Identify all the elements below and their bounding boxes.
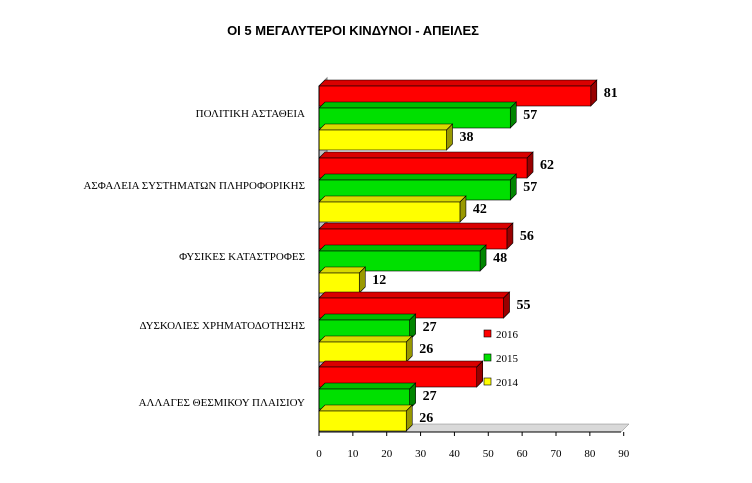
x-axis: 0 10 20 30 40 50 60 70 80 90 bbox=[316, 86, 630, 460]
x-tick-label: 30 bbox=[415, 448, 427, 460]
data-label-2015-2: 57 bbox=[523, 180, 537, 195]
legend-item-2014: 2014 bbox=[483, 377, 519, 389]
bar-2015-3 bbox=[318, 244, 487, 272]
bar-2015-2 bbox=[318, 173, 517, 201]
legend-label: 2015 bbox=[496, 353, 519, 365]
x-tick-label: 0 bbox=[316, 448, 322, 460]
legend-item-2015: 2015 bbox=[483, 353, 519, 365]
x-tick-label: 50 bbox=[483, 448, 495, 460]
category-label: ΠΟΛΙΤΙΚΗ ΑΣΤΑΘΕΙΑ bbox=[196, 108, 305, 120]
data-label-2014-4: 26 bbox=[419, 342, 433, 357]
legend-swatch bbox=[483, 377, 492, 386]
category-labels: ΠΟΛΙΤΙΚΗ ΑΣΤΑΘΕΙΑ ΑΣΦΑΛΕΙΑ ΣΥΣΤΗΜΑΤΩΝ ΠΛΗ… bbox=[83, 108, 305, 409]
legend-label: 2014 bbox=[496, 377, 519, 389]
bar-2014-5 bbox=[318, 404, 413, 432]
category-label: ΔΥΣΚΟΛΙΕΣ ΧΡΗΜΑΤΟΔΟΤΗΣΗΣ bbox=[140, 320, 305, 332]
data-label-2015-5: 27 bbox=[423, 389, 437, 404]
x-tick-label: 20 bbox=[381, 448, 393, 460]
x-tick-label: 90 bbox=[618, 448, 630, 460]
category-label: ΑΛΛΑΓΕΣ ΘΕΣΜΙΚΟΥ ΠΛΑΙΣΙΟΥ bbox=[139, 397, 305, 409]
data-label-2014-3: 12 bbox=[372, 273, 386, 288]
bar-2016-5 bbox=[318, 360, 484, 388]
category-label: ΦΥΣΙΚΕΣ ΚΑΤΑΣΤΡΟΦΕΣ bbox=[179, 251, 305, 263]
data-label-2015-1: 57 bbox=[523, 108, 537, 123]
legend-label: 2016 bbox=[496, 329, 519, 341]
legend: 2016 2015 2014 bbox=[483, 329, 519, 389]
data-label-2015-3: 48 bbox=[493, 251, 507, 266]
chart-title: ΟΙ 5 ΜΕΓΑΛΥΤΕΡΟΙ ΚΙΝΔΥΝΟΙ - ΑΠΕΙΛΕΣ bbox=[227, 23, 479, 38]
bar-2014-4 bbox=[318, 335, 413, 363]
data-label-2014-2: 42 bbox=[473, 202, 487, 217]
data-label-2016-3: 56 bbox=[520, 229, 534, 244]
data-label-2014-1: 38 bbox=[460, 130, 474, 145]
x-tick-label: 70 bbox=[550, 448, 562, 460]
bar-2014-1 bbox=[318, 123, 454, 151]
category-label: ΑΣΦΑΛΕΙΑ ΣΥΣΤΗΜΑΤΩΝ ΠΛΗΡΟΦΟΡΙΚΗΣ bbox=[83, 180, 305, 192]
data-label-2015-4: 27 bbox=[423, 320, 437, 335]
legend-swatch bbox=[483, 353, 492, 362]
data-label-2016-2: 62 bbox=[540, 158, 554, 173]
legend-item-2016: 2016 bbox=[483, 329, 519, 341]
data-label-2014-5: 26 bbox=[419, 411, 433, 426]
x-tick-label: 60 bbox=[517, 448, 529, 460]
x-tick-label: 40 bbox=[449, 448, 461, 460]
data-label-2016-4: 55 bbox=[517, 298, 531, 313]
legend-swatch bbox=[483, 329, 492, 338]
x-tick-label: 80 bbox=[584, 448, 596, 460]
bar-2015-4 bbox=[318, 313, 417, 341]
bar-2014-2 bbox=[318, 195, 467, 223]
bar-2016-4 bbox=[318, 291, 511, 319]
data-label-2016-1: 81 bbox=[604, 86, 618, 101]
bar-2014-3 bbox=[318, 266, 366, 294]
x-tick-label: 10 bbox=[347, 448, 359, 460]
